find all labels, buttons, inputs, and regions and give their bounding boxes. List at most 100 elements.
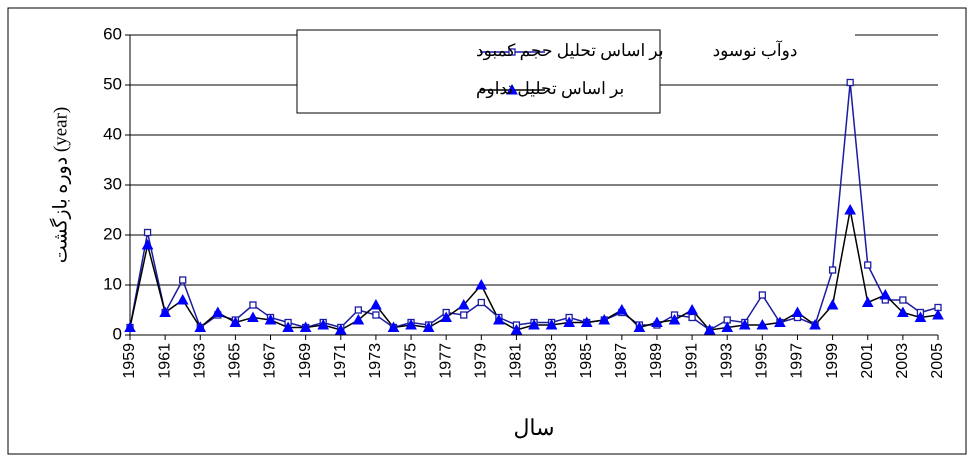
marker (372, 311, 380, 319)
x-tick-label: 1979 (473, 343, 490, 379)
marker (405, 318, 417, 330)
marker (457, 298, 470, 310)
marker (668, 313, 681, 325)
marker (861, 296, 874, 307)
marker (477, 298, 485, 307)
marker (124, 321, 136, 332)
x-tick-label: 1971 (332, 343, 349, 379)
y-tick-label: 40 (103, 124, 122, 143)
marker (809, 318, 821, 330)
marker (299, 321, 312, 332)
marker (721, 321, 734, 332)
marker (864, 261, 872, 269)
marker (598, 313, 611, 325)
marker (194, 321, 207, 332)
marker (615, 303, 628, 315)
marker (159, 306, 171, 317)
x-tick-label: 1993 (718, 343, 735, 379)
marker (493, 313, 505, 325)
marker (460, 311, 468, 319)
marker (738, 318, 751, 330)
x-tick-label: 2001 (859, 343, 876, 379)
marker (370, 298, 382, 310)
title-box (660, 28, 855, 78)
marker (422, 321, 435, 332)
marker (143, 228, 152, 237)
x-tick-label: 1983 (543, 343, 560, 379)
chart-title: دوآب نوسود (713, 39, 798, 61)
legend-marker (508, 48, 516, 56)
x-tick-label: 1961 (156, 343, 173, 379)
marker (545, 318, 558, 330)
x-tick-label: 1967 (262, 343, 279, 379)
y-axis-label: دوره بازگشت (year) (48, 107, 71, 264)
x-tick-label: 1999 (824, 343, 841, 379)
marker (846, 78, 854, 87)
marker (475, 278, 488, 290)
x-tick-label: 2005 (929, 343, 946, 379)
marker (179, 276, 187, 284)
marker (176, 293, 189, 305)
y-tick-label: 20 (103, 224, 122, 243)
legend-label: بر اساس تحلیل حجم کمبود (476, 41, 664, 61)
marker (528, 318, 540, 330)
legend (296, 29, 661, 114)
marker (774, 316, 786, 327)
x-axis-label: سال (513, 415, 554, 440)
marker (317, 318, 330, 330)
marker (249, 301, 257, 309)
x-tick-label: 1959 (121, 343, 138, 379)
marker (756, 318, 769, 330)
marker (686, 303, 698, 315)
marker (141, 238, 154, 250)
y-tick-label: 10 (103, 274, 122, 293)
marker (932, 308, 944, 320)
marker (703, 323, 716, 335)
marker (826, 298, 839, 310)
x-tick-label: 1963 (191, 343, 208, 379)
marker (828, 266, 837, 274)
marker (879, 288, 892, 300)
marker (651, 316, 663, 327)
x-tick-label: 1997 (789, 343, 806, 379)
marker (387, 321, 400, 332)
marker (229, 316, 242, 327)
marker (334, 323, 347, 335)
marker (899, 296, 907, 304)
x-tick-label: 1989 (648, 343, 665, 379)
marker (633, 321, 646, 332)
y-tick-label: 30 (103, 174, 122, 193)
marker (897, 306, 909, 317)
marker (354, 306, 362, 314)
x-tick-label: 1977 (437, 343, 454, 379)
marker (758, 291, 766, 299)
marker (914, 311, 927, 322)
marker (264, 313, 277, 325)
y-tick-label: 60 (103, 24, 122, 43)
marker (247, 311, 259, 322)
x-tick-label: 1975 (402, 343, 419, 379)
plot (124, 78, 944, 335)
marker (688, 313, 696, 322)
marker (844, 203, 857, 215)
marker (352, 313, 365, 325)
x-tick-label: 1985 (578, 343, 595, 379)
marker (282, 321, 294, 332)
marker (211, 306, 224, 317)
x-tick-label: 1981 (508, 343, 525, 379)
marker (791, 306, 804, 317)
y-tick-label: 0 (113, 324, 122, 343)
marker (510, 323, 523, 335)
x-tick-label: 2003 (894, 343, 911, 379)
y-tick-label: 50 (103, 74, 122, 93)
x-tick-label: 1969 (297, 343, 314, 379)
legend-items: بر اساس تحلیل حجم کمبود بر اساس تحلیل تدا… (476, 41, 664, 99)
x-tick-label: 1973 (367, 343, 384, 379)
legend-label: بر اساس تحلیل تداوم (476, 79, 624, 99)
marker (563, 316, 575, 327)
x-tick-label: 1995 (754, 343, 771, 379)
marker (580, 316, 593, 327)
legend-marker (506, 83, 518, 95)
x-tick-label: 1965 (227, 343, 244, 379)
